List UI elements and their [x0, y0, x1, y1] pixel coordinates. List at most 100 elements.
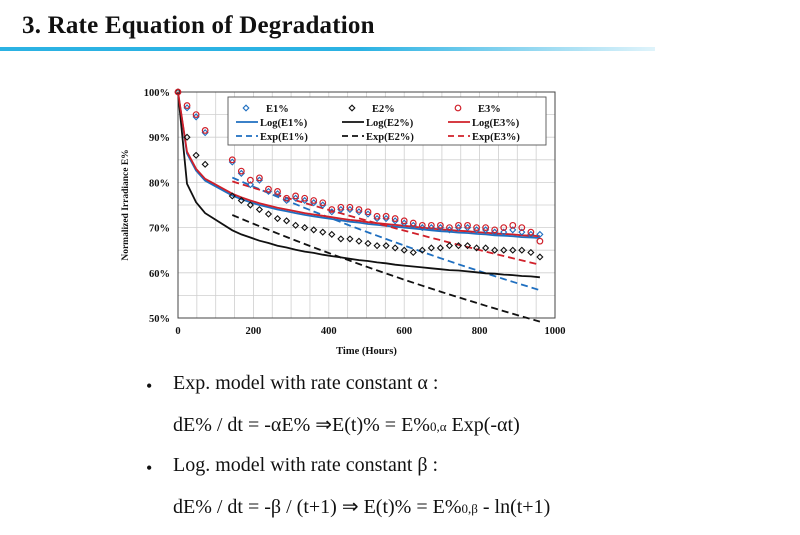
- data-point-E3: [355, 206, 363, 213]
- y-tick-label: 90%: [149, 133, 170, 144]
- data-point-E3: [310, 197, 318, 204]
- data-point-E3: [301, 194, 309, 202]
- log-fit-line-E2: [177, 91, 540, 279]
- data-point-E3: [364, 208, 372, 216]
- legend-label: E1%: [266, 104, 289, 115]
- data-point-E3: [337, 203, 345, 211]
- data-point-E3: [500, 224, 508, 232]
- data-point-E1: [201, 129, 209, 137]
- data-point-E3: [455, 221, 462, 229]
- data-point-E3: [527, 228, 535, 236]
- data-point-E2: [301, 224, 309, 232]
- equation-exp-sub: 0,α: [429, 419, 447, 434]
- plot-frame: [177, 91, 556, 319]
- data-point-E3: [400, 217, 408, 225]
- data-point-E2: [328, 230, 336, 238]
- data-point-E1: [319, 201, 327, 209]
- data-point-E1: [454, 224, 463, 232]
- data-point-E3: [391, 215, 399, 222]
- x-tick-label: 0: [175, 326, 180, 337]
- legend-label: Exp(E1%): [260, 132, 308, 143]
- data-point-E1: [473, 226, 481, 234]
- data-point-E3: [228, 156, 236, 164]
- degradation-chart: 0 200 400 600 800 1000 50% 60% 70% 80% 90% 100% Time…: [121, 88, 566, 357]
- data-point-E2: [463, 242, 472, 250]
- log-fit-line-E3: [177, 91, 540, 238]
- data-point-E1: [536, 230, 544, 238]
- data-point-E1: [301, 196, 309, 205]
- data-point-E3: [518, 224, 526, 232]
- data-point-E2: [237, 196, 245, 205]
- data-point-E2: [527, 248, 535, 257]
- data-point-E1: [228, 158, 236, 166]
- data-point-E3: [491, 226, 499, 234]
- data-point-E3: [174, 88, 182, 96]
- x-tick-label: 1000: [545, 326, 566, 337]
- data-point-E3: [183, 102, 191, 109]
- data-point-E3: [418, 221, 426, 229]
- log-fit-line-E1: [177, 91, 540, 239]
- data-point-E3: [274, 188, 281, 195]
- data-point-E2: [192, 151, 200, 159]
- data-point-E2: [500, 246, 508, 254]
- data-point-E1: [246, 181, 254, 189]
- data-point-E1: [255, 176, 264, 184]
- data-point-E3: [536, 237, 544, 245]
- x-tick-label: 200: [246, 326, 262, 337]
- x-tick-label: 800: [472, 326, 488, 337]
- exp-fit-line-E3: [232, 180, 541, 266]
- legend-marker-E1: [242, 104, 250, 112]
- data-point-E1: [482, 226, 490, 234]
- equation-exp-right: Exp(-αt): [446, 414, 520, 436]
- data-point-E2: [445, 242, 454, 250]
- legend-label: Log(E3%): [472, 118, 520, 129]
- data-point-E1: [509, 226, 517, 234]
- y-tick-label: 80%: [149, 178, 170, 189]
- bullet-marker: •: [146, 376, 153, 396]
- data-point-E2: [264, 210, 273, 218]
- data-point-E2: [255, 205, 264, 214]
- data-point-E2: [491, 246, 499, 254]
- legend-label: E2%: [372, 104, 395, 115]
- data-point-E2: [482, 244, 490, 252]
- data-point-E1: [183, 104, 191, 112]
- data-point-E3: [382, 212, 390, 220]
- data-point-E1: [382, 214, 390, 223]
- data-point-E1: [310, 199, 318, 207]
- data-point-E2: [282, 217, 291, 225]
- equation-log-model: dE% / dt = -β / (t+1) ⇒ E(t)% = E%0,β - …: [173, 494, 550, 519]
- data-point-E3: [427, 221, 435, 229]
- data-point-E2: [409, 248, 417, 257]
- slide-title: 3. Rate Equation of Degradation: [22, 12, 375, 39]
- legend-marker-E3: [454, 104, 462, 112]
- data-point-E1: [192, 113, 200, 121]
- data-point-E1: [273, 190, 282, 198]
- data-point-E2: [201, 160, 209, 168]
- legend-label: E3%: [478, 104, 501, 115]
- data-point-E2: [273, 214, 282, 223]
- data-point-E2: [518, 246, 526, 254]
- equation-exp-model: dE% / dt = -αE% ⇒E(t)% = E%0,α Exp(-αt): [173, 412, 520, 437]
- data-point-E1: [328, 208, 336, 216]
- data-point-E3: [201, 127, 209, 134]
- data-point-E1: [500, 228, 508, 236]
- data-point-E3: [509, 221, 517, 229]
- equation-exp-left: dE% / dt = -αE% ⇒E(t)% = E%: [173, 414, 430, 436]
- data-point-E2: [436, 244, 444, 252]
- data-point-E3: [292, 192, 300, 200]
- data-point-E2: [337, 235, 345, 243]
- data-point-E1: [264, 187, 273, 196]
- x-axis-label: Time (Hours): [336, 346, 397, 357]
- data-point-E3: [192, 111, 200, 118]
- x-tick-label: 600: [396, 326, 412, 337]
- x-tick-label: 400: [321, 326, 337, 337]
- data-point-E3: [237, 167, 245, 175]
- data-point-E1: [292, 194, 300, 202]
- title-underline: [0, 47, 655, 51]
- data-point-E2: [382, 242, 390, 250]
- data-point-E3: [346, 203, 354, 211]
- data-point-E1: [391, 217, 399, 225]
- legend-label: Exp(E3%): [472, 132, 520, 143]
- data-point-E2: [373, 242, 381, 250]
- data-point-E2: [292, 221, 300, 229]
